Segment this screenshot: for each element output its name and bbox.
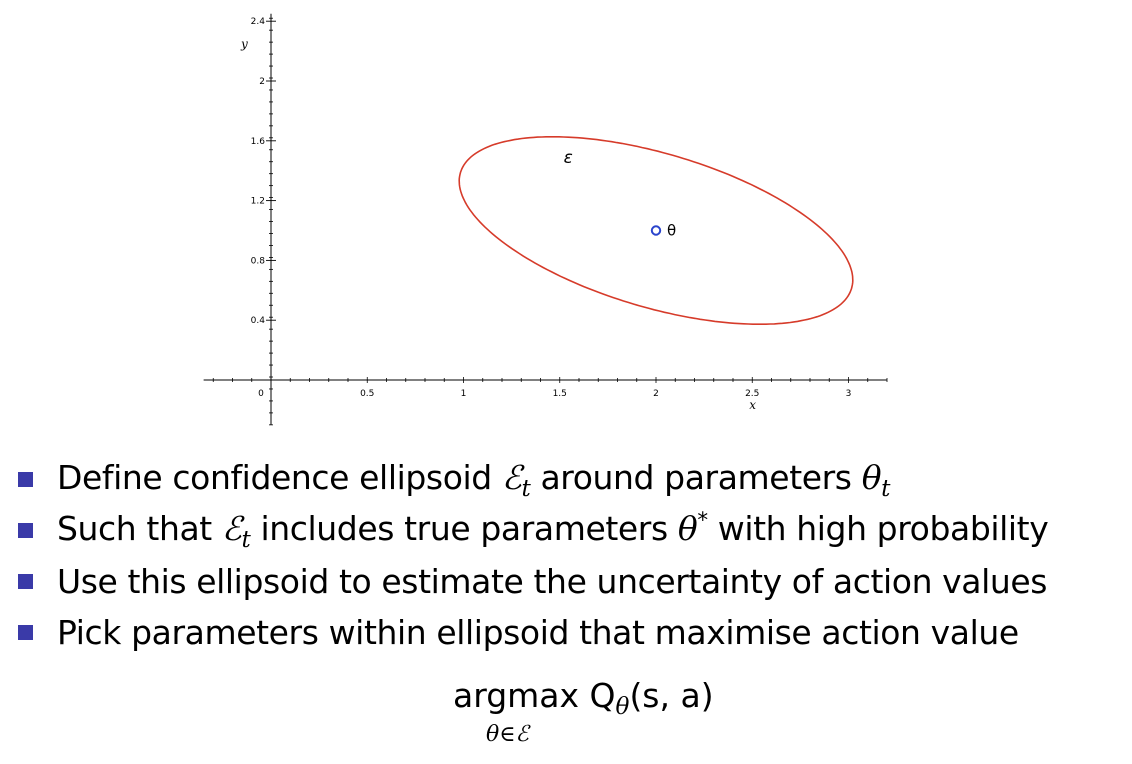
y-tick-label: 1.6 [251, 137, 266, 147]
bullet-item: Such that ℰt includes true parameters θ*… [18, 505, 1049, 556]
plot-axes [203, 13, 887, 425]
x-tick-label: 2 [653, 389, 659, 399]
ellipse-plot: 0 0.5 1 1.5 2 2.5 3 0.4 0.8 1.2 1.6 2 2.4 ε θ x y [203, 13, 888, 426]
bullet-text: Pick parameters within ellipsoid that ma… [57, 613, 1019, 652]
ellipse-label: ε [564, 148, 573, 168]
bullet-item: Define confidence ellipsoid ℰt around pa… [18, 454, 1048, 505]
x-tick-label: 1 [461, 389, 467, 399]
theta-point-label: θ [667, 222, 676, 240]
x-tick-label: 0.5 [360, 389, 374, 399]
bullet-square-icon [18, 472, 33, 487]
theta-point-marker [650, 225, 662, 236]
confidence-ellipse [458, 136, 854, 325]
y-tick-label: 2 [259, 77, 265, 87]
bullet-text: Define confidence ellipsoid ℰt around pa… [57, 457, 891, 502]
x-tick-label: 1.5 [553, 389, 567, 399]
x-tick-label: 3 [846, 389, 852, 399]
bullet-square-icon [18, 523, 33, 538]
x-tick-label: 0 [258, 389, 264, 399]
bullet-item: Pick parameters within ellipsoid that ma… [18, 607, 1048, 658]
y-tick-label: 0.4 [251, 316, 266, 326]
y-tick-label: 0.8 [251, 256, 266, 266]
y-axis-label: y [240, 37, 248, 51]
bullet-square-icon [18, 574, 33, 589]
y-tick-label: 1.2 [251, 197, 265, 207]
bullet-text: Use this ellipsoid to estimate the uncer… [57, 562, 1048, 601]
bullet-square-icon [18, 625, 33, 640]
argmax-subscript: θ∈ℰ [486, 722, 529, 747]
plot-ticks: 0 0.5 1 1.5 2 2.5 3 0.4 0.8 1.2 1.6 2 2.4 [212, 17, 888, 426]
bullet-text: Such that ℰt includes true parameters θ*… [57, 508, 1049, 553]
x-tick-label: 2.5 [745, 389, 759, 399]
argmax-formula: argmax Qθ(s, a) [453, 676, 714, 720]
y-tick-label: 2.4 [251, 17, 266, 27]
x-axis-label: x [749, 398, 756, 412]
bullet-item: Use this ellipsoid to estimate the uncer… [18, 556, 1048, 607]
bullet-list: Define confidence ellipsoid ℰt around pa… [18, 454, 1049, 658]
